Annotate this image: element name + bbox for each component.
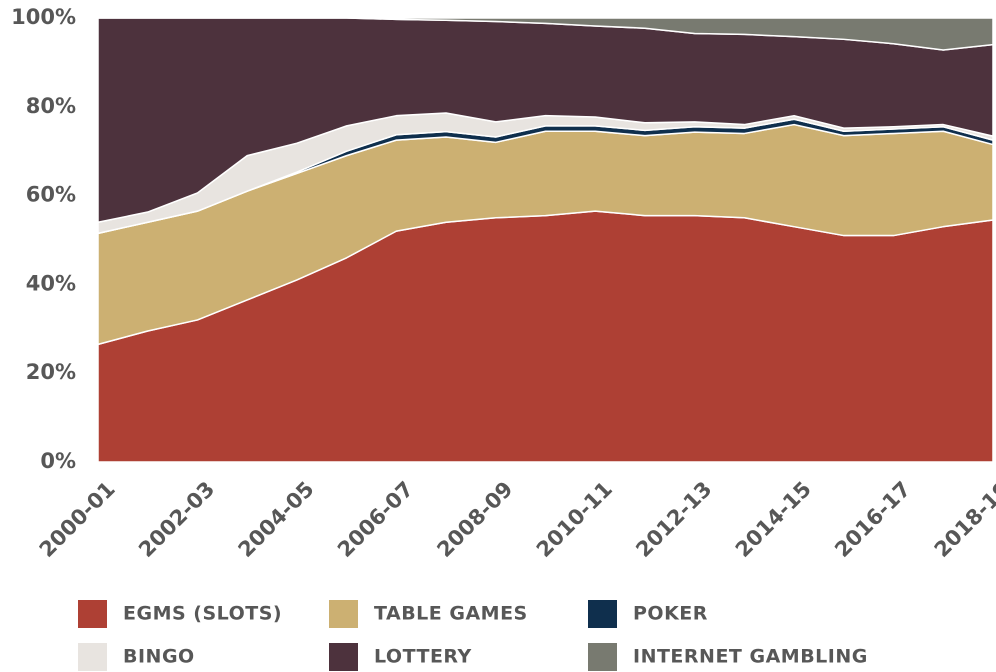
y-tick-label: 60% [26, 183, 76, 207]
y-tick-label: 0% [40, 449, 76, 473]
y-tick-label: 40% [26, 271, 76, 295]
x-tick-label: 2000-01 [35, 477, 120, 562]
legend-label: BINGO [123, 646, 195, 668]
legend-swatch [329, 643, 358, 671]
x-tick-label: 2010-11 [532, 477, 617, 562]
legend-swatch [78, 643, 107, 671]
legend-label: EGMS (SLOTS) [123, 603, 282, 625]
x-tick-label: 2004-05 [234, 477, 319, 562]
y-tick-label: 80% [26, 94, 76, 118]
x-tick-label: 2012-13 [631, 477, 716, 562]
x-tick-label: 2002-03 [134, 477, 219, 562]
y-tick-label: 20% [26, 360, 76, 384]
x-tick-label: 2006-07 [333, 477, 418, 562]
legend-label: POKER [633, 603, 708, 625]
x-tick-label: 2008-09 [432, 477, 517, 562]
x-tick-label: 2018-19 [930, 477, 996, 562]
legend-label: TABLE GAMES [374, 603, 528, 625]
legend-swatch [329, 600, 358, 628]
legend-swatch [588, 643, 617, 671]
legend-label: LOTTERY [374, 646, 472, 668]
x-tick-label: 2014-15 [731, 477, 816, 562]
x-tick-label: 2016-17 [830, 477, 915, 562]
y-tick-label: 100% [11, 5, 76, 29]
area [97, 17, 994, 51]
legend-swatch [588, 600, 617, 628]
legend-label: INTERNET GAMBLING [633, 646, 868, 668]
legend-swatch [78, 600, 107, 628]
